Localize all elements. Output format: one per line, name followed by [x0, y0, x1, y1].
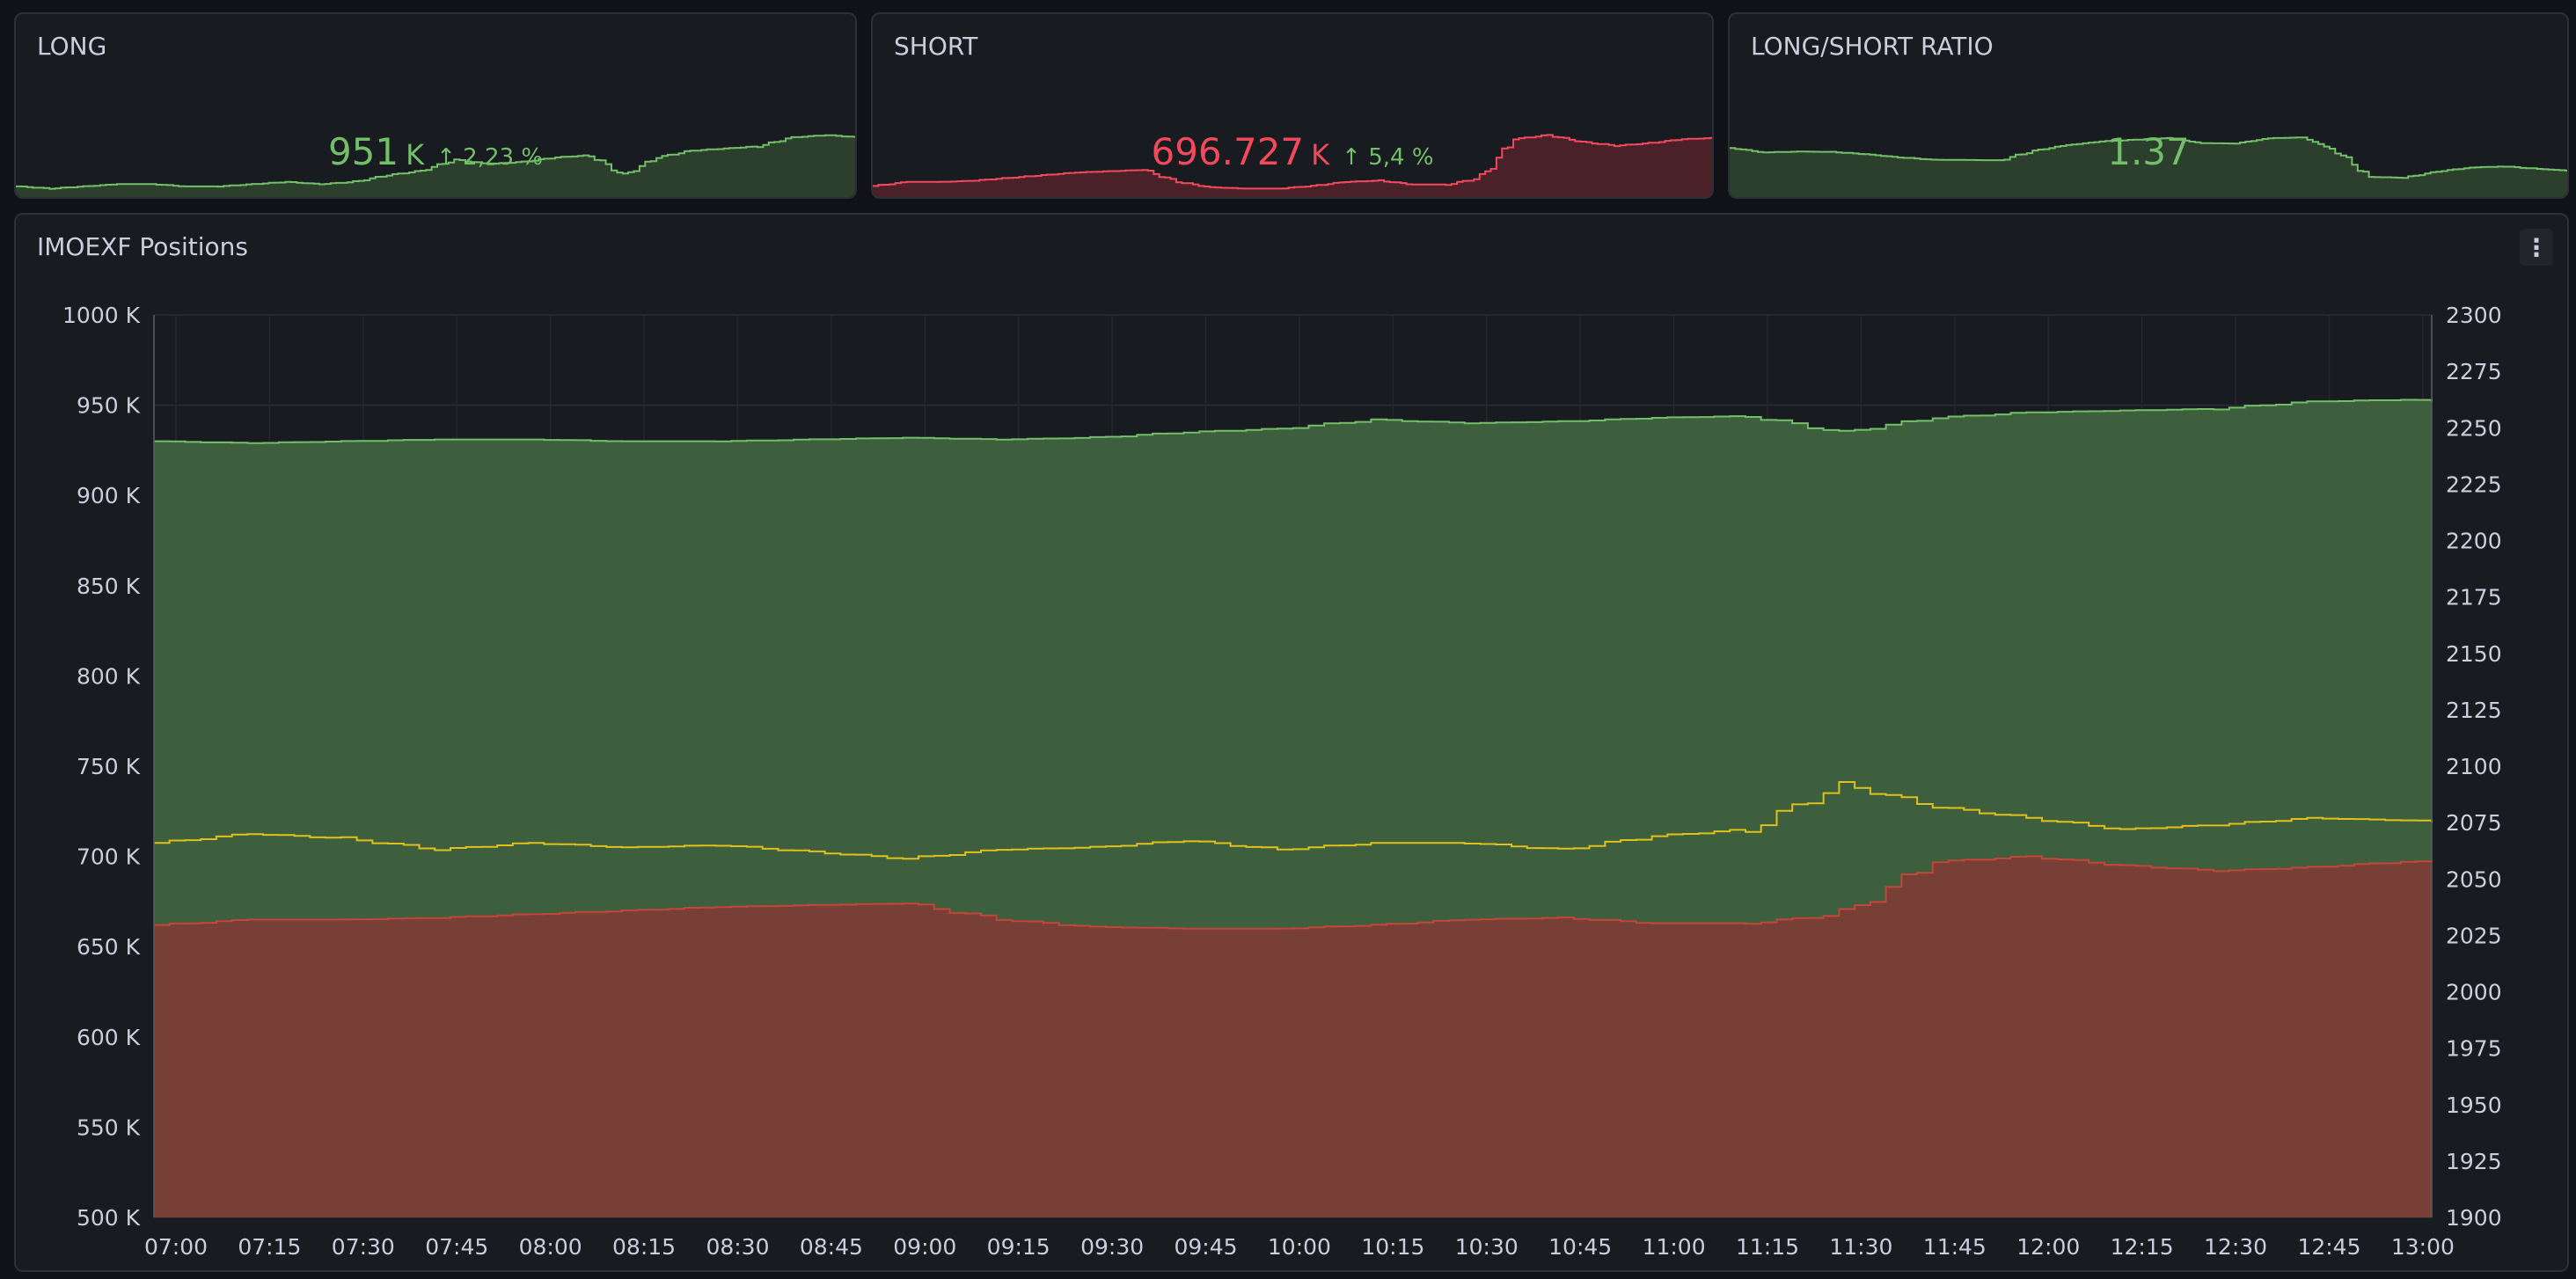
y-left-tick-label: 700 K: [77, 844, 141, 870]
x-tick-label: 07:15: [238, 1234, 301, 1260]
sparkline-line: [873, 134, 1712, 190]
y-right-tick-label: 2125: [2446, 698, 2502, 723]
y-right-tick-label: 2250: [2446, 415, 2502, 441]
y-left-tick-label: 600 K: [77, 1025, 141, 1050]
y-left-tick-label: 1000 K: [62, 303, 141, 328]
y-right-tick-label: 2000: [2446, 980, 2502, 1005]
sparkline-ratio: [1730, 136, 2567, 197]
y-left-tick-label: 950 K: [77, 393, 141, 419]
x-tick-label: 13:00: [2391, 1234, 2455, 1260]
x-tick-label: 10:30: [1455, 1234, 1519, 1260]
y-right-tick-label: 2025: [2446, 923, 2502, 948]
x-tick-label: 09:15: [987, 1234, 1050, 1260]
series-line-short: [154, 855, 2433, 930]
x-tick-label: 09:30: [1080, 1234, 1144, 1260]
series-area-short: [154, 856, 2432, 1217]
y-left-tick-label: 800 K: [77, 663, 141, 689]
y-right-tick-label: 2150: [2446, 641, 2502, 667]
x-tick-label: 11:45: [1923, 1234, 1987, 1260]
x-tick-label: 08:00: [519, 1234, 582, 1260]
positions-panel[interactable]: IMOEXF Positions ⋮ 1000 K 950 K 900 K 850 K…: [14, 213, 2569, 1272]
x-tick-label: 09:00: [893, 1234, 956, 1260]
x-tick-label: 07:30: [332, 1234, 395, 1260]
stat-title-ratio: LONG/SHORT RATIO: [1751, 32, 1994, 61]
x-tick-label: 11:30: [1829, 1234, 1892, 1260]
x-tick-label: 12:15: [2111, 1234, 2174, 1260]
sparkline-short: [873, 134, 1712, 197]
x-tick-label: 12:45: [2297, 1234, 2360, 1260]
y-right-tick-label: 2225: [2446, 471, 2502, 497]
y-right-tick-label: 2300: [2446, 303, 2502, 328]
y-right-tick-label: 2075: [2446, 810, 2502, 836]
y-left-tick-label: 850 K: [77, 574, 141, 599]
positions-panel-title: IMOEXF Positions: [37, 232, 248, 261]
y-right-tick-label: 1900: [2446, 1205, 2502, 1231]
y-left-tick-label: 550 K: [77, 1115, 141, 1140]
x-tick-label: 12:00: [2016, 1234, 2080, 1260]
sparkline-line: [16, 134, 855, 190]
sparkline-area: [16, 135, 855, 197]
y-right-tick-label: 1975: [2446, 1036, 2502, 1062]
stat-panel-long[interactable]: LONG 951 K ↑ 2,23 %: [14, 12, 857, 199]
x-tick-label: 10:45: [1548, 1234, 1612, 1260]
x-tick-label: 08:45: [800, 1234, 863, 1260]
y-right-tick-label: 1950: [2446, 1093, 2502, 1118]
y-left-tick-label: 900 K: [77, 483, 141, 508]
x-tick-label: 10:00: [1268, 1234, 1331, 1260]
stat-panel-ratio[interactable]: LONG/SHORT RATIO 1.37: [1728, 12, 2569, 199]
y-right-tick-label: 2100: [2446, 754, 2502, 779]
stat-title-short: SHORT: [894, 32, 978, 61]
x-tick-label: 07:00: [144, 1234, 208, 1260]
x-tick-label: 08:15: [612, 1234, 676, 1260]
series-line-long: [154, 398, 2433, 444]
kebab-menu-icon[interactable]: ⋮: [2520, 229, 2553, 266]
x-tick-label: 09:45: [1175, 1234, 1238, 1260]
sparkline-long: [16, 134, 855, 197]
x-tick-label: 11:15: [1736, 1234, 1799, 1260]
y-left-tick-label: 750 K: [77, 754, 141, 779]
x-tick-label: 10:15: [1361, 1234, 1424, 1260]
sparkline-area: [1730, 137, 2567, 197]
y-right-tick-label: 2175: [2446, 585, 2502, 610]
series-line-price: [154, 781, 2433, 860]
y-left-tick-label: 650 K: [77, 934, 141, 960]
y-right-tick-label: 2050: [2446, 866, 2502, 892]
sparkline-line: [1730, 136, 2567, 179]
y-right-tick-label: 2275: [2446, 359, 2502, 384]
x-tick-label: 08:30: [706, 1234, 769, 1260]
positions-chart: 1000 K 950 K 900 K 850 K 800 K 750 K 700 K 650 …: [62, 303, 2502, 1260]
x-tick-label: 12:30: [2204, 1234, 2267, 1260]
y-left-tick-label: 500 K: [77, 1205, 141, 1231]
y-right-tick-label: 1925: [2446, 1149, 2502, 1174]
x-tick-label: 07:45: [425, 1234, 488, 1260]
y-right-tick-label: 2200: [2446, 529, 2502, 554]
x-tick-label: 11:00: [1643, 1234, 1706, 1260]
stat-panel-short[interactable]: SHORT 696.727 K ↑ 5,4 %: [871, 12, 1714, 199]
stat-title-long: LONG: [37, 32, 107, 61]
